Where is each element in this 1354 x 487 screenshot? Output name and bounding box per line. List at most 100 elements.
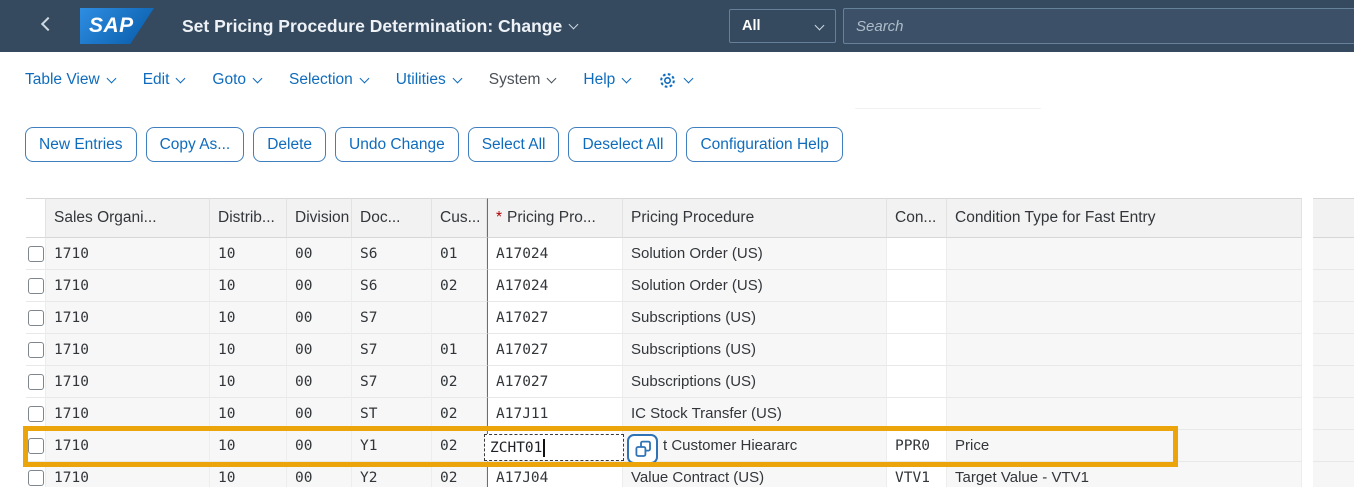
configuration-help-button[interactable]: Configuration Help <box>686 127 843 162</box>
copy-as-button[interactable]: Copy As... <box>145 127 245 162</box>
cell-value: 10 <box>218 469 236 486</box>
action-toolbar: New Entries Copy As... Delete Undo Change Se… <box>25 127 843 162</box>
value-help-button[interactable] <box>627 434 658 464</box>
row-checkbox[interactable] <box>27 437 44 454</box>
cell-value: Solution Order (US) <box>631 245 763 262</box>
column-header-pproc[interactable]: Pricing Procedure <box>623 198 887 238</box>
cell-distrib: 10 <box>210 398 287 430</box>
cell-sales: 1710 <box>46 302 210 334</box>
row-checkbox[interactable] <box>27 373 44 390</box>
column-header-distrib[interactable]: Distrib... <box>210 198 287 238</box>
row-select-cell <box>26 238 46 270</box>
cell-con[interactable] <box>887 302 947 334</box>
new-entries-button[interactable]: New Entries <box>25 127 137 162</box>
table-filler <box>1313 462 1354 487</box>
column-header-cus[interactable]: Cus... <box>432 198 487 238</box>
cell-sales: 1710 <box>46 398 210 430</box>
cell-con[interactable]: VTV1 <box>887 462 947 487</box>
menu-help[interactable]: Help <box>583 71 632 89</box>
cell-ppro[interactable]: A17J04 <box>487 462 623 487</box>
row-checkbox[interactable] <box>27 405 44 422</box>
cell-ppro[interactable]: A17J11 <box>487 398 623 430</box>
cell-value: 1710 <box>54 437 89 454</box>
column-header-label: Con... <box>895 209 937 226</box>
column-header-division[interactable]: Division <box>287 198 352 238</box>
chevron-down-icon <box>359 73 370 84</box>
select-all-button[interactable]: Select All <box>467 127 560 162</box>
cell-value: ST <box>360 405 378 422</box>
cell-con[interactable] <box>887 238 947 270</box>
table-filler <box>1302 270 1313 302</box>
cell-value: IC Stock Transfer (US) <box>631 405 782 422</box>
column-header-label: Condition Type for Fast Entry <box>955 209 1156 226</box>
cell-value: 00 <box>295 341 313 358</box>
menu-edit[interactable]: Edit <box>143 71 186 89</box>
cell-division: 00 <box>287 430 352 462</box>
cell-value: A17027 <box>496 373 549 390</box>
chevron-down-icon <box>452 73 463 84</box>
menu-item-label: Selection <box>289 71 353 88</box>
table-row: 1710 10 00 S6 01 A17024 Solution Order (US) <box>26 238 1354 270</box>
cell-doc: Y2 <box>352 462 432 487</box>
table-filler <box>1313 430 1354 462</box>
table-filler <box>1302 398 1313 430</box>
cell-value: A17024 <box>496 245 549 262</box>
cell-ppro[interactable]: A17027 <box>487 302 623 334</box>
cell-cond <box>947 270 1302 302</box>
menu-selection[interactable]: Selection <box>289 71 370 89</box>
cell-value: Target Value - VTV1 <box>955 469 1089 486</box>
table-filler <box>1313 302 1354 334</box>
cell-ppro[interactable]: A17024 <box>487 238 623 270</box>
page-title-dropdown[interactable]: Set Pricing Procedure Determination: Cha… <box>182 0 579 52</box>
back-button[interactable] <box>40 16 56 32</box>
cell-ppro[interactable]: A17027 <box>487 366 623 398</box>
menu-goto[interactable]: Goto <box>212 71 263 89</box>
cell-value: Subscriptions (US) <box>631 341 757 358</box>
pricing-procedure-edit-field[interactable]: ZCHT01 <box>484 434 624 461</box>
cell-distrib: 10 <box>210 334 287 366</box>
column-header-con[interactable]: Con... <box>887 198 947 238</box>
column-header-sales[interactable]: Sales Organi... <box>46 198 210 238</box>
settings-menu[interactable] <box>658 71 694 90</box>
row-checkbox[interactable] <box>27 309 44 326</box>
cell-con[interactable] <box>887 398 947 430</box>
cell-con[interactable] <box>887 334 947 366</box>
deselect-all-button[interactable]: Deselect All <box>568 127 678 162</box>
row-checkbox[interactable] <box>27 341 44 358</box>
row-select-cell <box>26 302 46 334</box>
edit-field-value: ZCHT01 <box>490 439 543 456</box>
row-checkbox[interactable] <box>27 245 44 262</box>
menu-utilities[interactable]: Utilities <box>396 71 463 89</box>
undo-change-button[interactable]: Undo Change <box>335 127 459 162</box>
menu-table-view[interactable]: Table View <box>25 71 117 89</box>
cell-pproc: IC Stock Transfer (US) <box>623 398 887 430</box>
search-input[interactable] <box>843 8 1354 44</box>
cell-pproc: Subscriptions (US) <box>623 334 887 366</box>
cell-value: 1710 <box>54 245 89 262</box>
menu-system[interactable]: System <box>489 71 557 89</box>
cell-value: 10 <box>218 437 236 454</box>
cell-cond: Target Value - VTV1 <box>947 462 1302 487</box>
cell-value: S7 <box>360 373 378 390</box>
search-scope-select[interactable]: All <box>729 9 836 43</box>
table-filler <box>1302 238 1313 270</box>
cell-con[interactable] <box>887 366 947 398</box>
cell-con[interactable] <box>887 270 947 302</box>
cell-ppro[interactable]: A17027 <box>487 334 623 366</box>
delete-button[interactable]: Delete <box>253 127 327 162</box>
row-checkbox[interactable] <box>27 277 44 294</box>
cell-division: 00 <box>287 238 352 270</box>
cell-con[interactable]: PPR0 <box>887 430 947 462</box>
column-header-doc[interactable]: Doc... <box>352 198 432 238</box>
cell-pproc: Solution Order (US) <box>623 270 887 302</box>
pricing-determination-table: Sales Organi... Distrib... Division Doc... C… <box>26 198 1354 487</box>
row-checkbox[interactable] <box>27 469 44 486</box>
text-caret <box>543 438 545 457</box>
cell-cond <box>947 302 1302 334</box>
cell-value: PPR0 <box>895 437 930 454</box>
cell-doc: S7 <box>352 334 432 366</box>
column-header-ppro[interactable]: * Pricing Pro... <box>487 198 623 238</box>
cell-ppro[interactable]: A17024 <box>487 270 623 302</box>
chevron-down-icon <box>175 73 186 84</box>
column-header-cond[interactable]: Condition Type for Fast Entry <box>947 198 1302 238</box>
